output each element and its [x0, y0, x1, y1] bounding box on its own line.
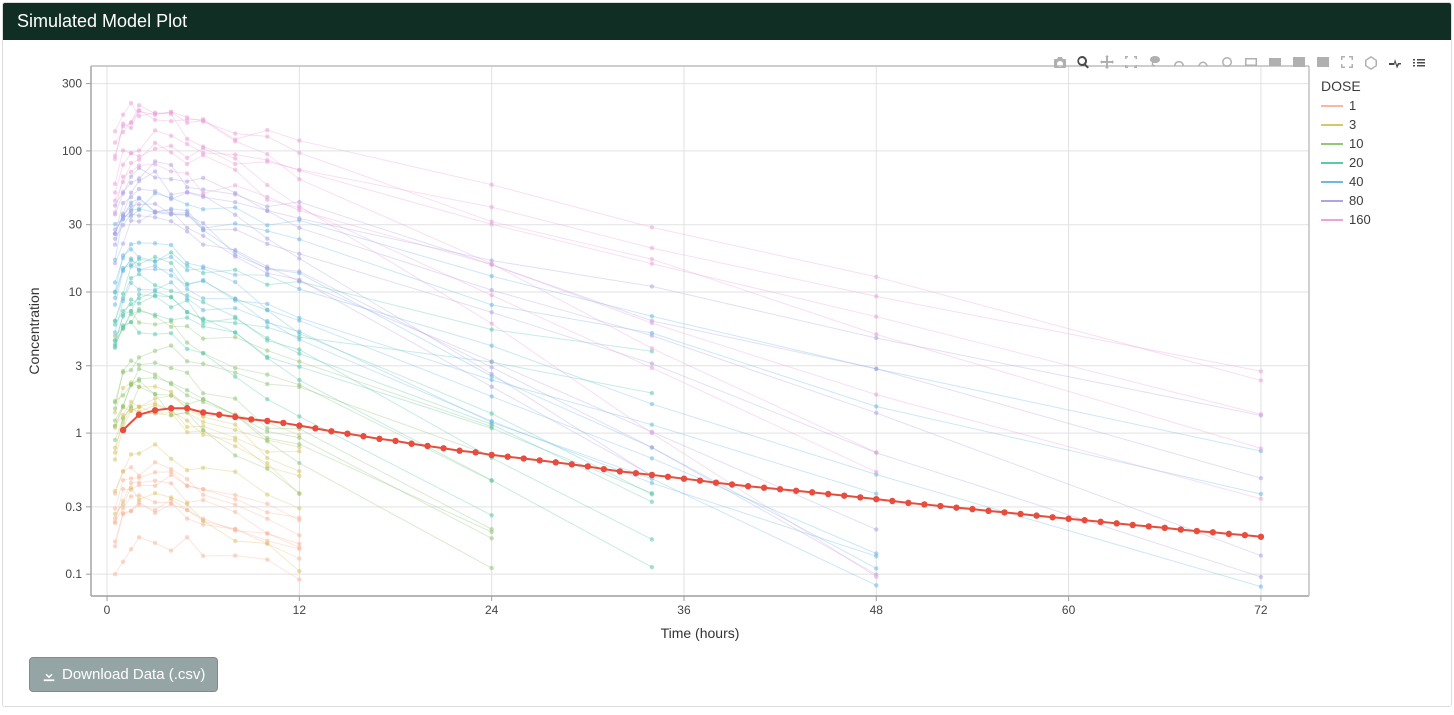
legend-swatch [1321, 105, 1343, 107]
svg-text:36: 36 [677, 603, 691, 617]
hover-icon[interactable] [1409, 52, 1429, 72]
plot-area: 0 12 24 36 48 60 72 0.1 0.3 1 3 10 30 100 300 Time (hou… [11, 48, 1443, 653]
svg-text:0.1: 0.1 [65, 567, 82, 581]
draw-rect-icon[interactable] [1241, 52, 1261, 72]
reset-icon[interactable] [1361, 52, 1381, 72]
svg-text:100: 100 [62, 144, 82, 158]
legend-swatch [1321, 219, 1343, 221]
legend-swatch [1321, 143, 1343, 145]
legend-label: 40 [1349, 174, 1363, 189]
svg-text:300: 300 [62, 77, 82, 91]
autoscale-icon[interactable] [1337, 52, 1357, 72]
legend-item[interactable]: 160 [1321, 212, 1371, 227]
zoom-out-icon[interactable] [1313, 52, 1333, 72]
svg-text:30: 30 [69, 218, 83, 232]
svg-text:0.3: 0.3 [65, 500, 82, 514]
legend: DOSE 1 3 10 20 40 80 160 [1321, 78, 1371, 231]
erase-icon[interactable] [1265, 52, 1285, 72]
legend-swatch [1321, 200, 1343, 202]
box-select-icon[interactable] [1121, 52, 1141, 72]
svg-text:60: 60 [1062, 603, 1076, 617]
plot-panel: Simulated Model Plot 0 12 24 36 48 60 72 0.1 0.3… [2, 2, 1452, 707]
svg-text:24: 24 [485, 603, 499, 617]
legend-label: 10 [1349, 136, 1363, 151]
pan-icon[interactable] [1097, 52, 1117, 72]
spike-icon[interactable] [1385, 52, 1405, 72]
legend-item[interactable]: 80 [1321, 193, 1371, 208]
legend-label: 1 [1349, 98, 1356, 113]
legend-title: DOSE [1321, 78, 1371, 94]
svg-text:48: 48 [870, 603, 884, 617]
panel-title: Simulated Model Plot [3, 3, 1451, 40]
legend-label: 3 [1349, 117, 1356, 132]
svg-text:72: 72 [1254, 603, 1268, 617]
plotly-toolbar [1049, 52, 1429, 72]
zoom-in-icon[interactable] [1289, 52, 1309, 72]
svg-text:10: 10 [69, 285, 83, 299]
camera-icon[interactable] [1049, 52, 1069, 72]
draw-circle-icon[interactable] [1217, 52, 1237, 72]
svg-text:12: 12 [293, 603, 307, 617]
legend-label: 80 [1349, 193, 1363, 208]
legend-item[interactable]: 20 [1321, 155, 1371, 170]
draw-open-icon[interactable] [1169, 52, 1189, 72]
svg-text:Concentration: Concentration [26, 287, 42, 374]
download-icon [42, 668, 56, 682]
legend-item[interactable]: 3 [1321, 117, 1371, 132]
legend-item[interactable]: 1 [1321, 98, 1371, 113]
legend-swatch [1321, 181, 1343, 183]
download-csv-label: Download Data (.csv) [62, 666, 205, 683]
legend-swatch [1321, 162, 1343, 164]
legend-item[interactable]: 10 [1321, 136, 1371, 151]
download-csv-button[interactable]: Download Data (.csv) [29, 657, 218, 692]
chart-svg[interactable]: 0 12 24 36 48 60 72 0.1 0.3 1 3 10 30 100 300 Time (hou… [11, 48, 1429, 648]
panel-body: 0 12 24 36 48 60 72 0.1 0.3 1 3 10 30 100 300 Time (hou… [3, 40, 1451, 706]
lasso-icon[interactable] [1145, 52, 1165, 72]
svg-text:0: 0 [104, 603, 111, 617]
svg-text:3: 3 [75, 359, 82, 373]
legend-label: 20 [1349, 155, 1363, 170]
zoom-icon[interactable] [1073, 52, 1093, 72]
legend-item[interactable]: 40 [1321, 174, 1371, 189]
legend-label: 160 [1349, 212, 1371, 227]
legend-swatch [1321, 124, 1343, 126]
svg-text:Time (hours): Time (hours) [661, 625, 740, 641]
draw-closed-icon[interactable] [1193, 52, 1213, 72]
svg-text:1: 1 [75, 426, 82, 440]
